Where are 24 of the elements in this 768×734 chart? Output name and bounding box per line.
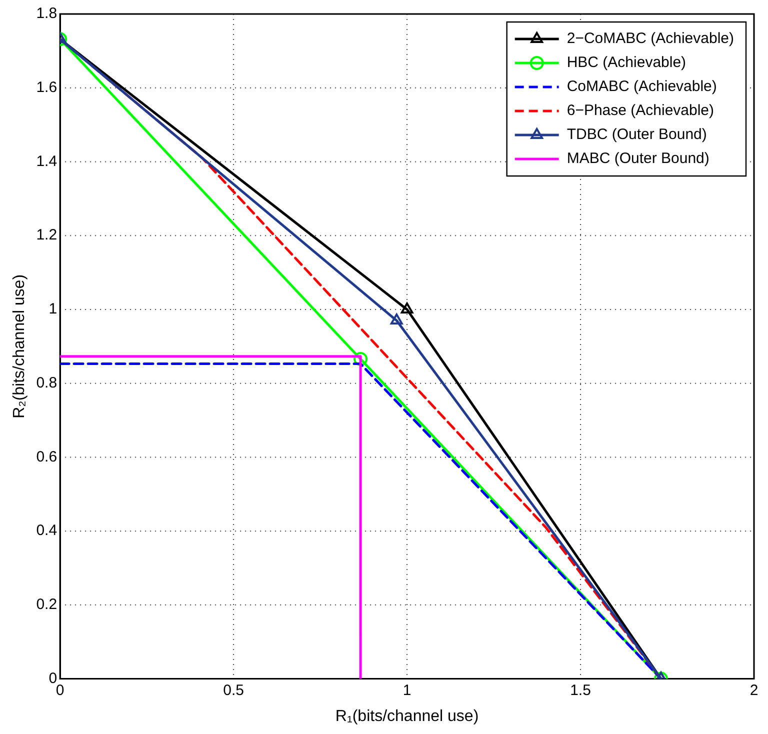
- x-tick-label: 1: [402, 682, 412, 699]
- y-tick-label: 1.8: [36, 5, 58, 22]
- legend-label: 2−CoMABC (Achievable): [566, 30, 734, 48]
- point: [390, 314, 403, 325]
- y-tick-label: 1.2: [36, 226, 58, 244]
- y-tick-label: 0.6: [36, 448, 58, 466]
- legend-label: 6−Phase (Achievable): [566, 102, 714, 120]
- y-axis-title: R₂(bits/channel use): [11, 274, 28, 418]
- y-tick-label: 0: [48, 670, 58, 687]
- y-tick-label: 1.4: [36, 152, 58, 170]
- legend-label: TDBC (Outer Bound): [566, 126, 707, 144]
- legend-label: HBC (Achievable): [566, 54, 686, 72]
- y-tick-label: 1.6: [36, 79, 58, 96]
- legend-label: CoMABC (Achievable): [566, 78, 717, 96]
- legend-label: MABC (Outer Bound): [566, 150, 710, 168]
- y-tick-label: 1: [48, 300, 58, 318]
- x-tick-label: 1.5: [570, 682, 591, 699]
- y-tick-label: 0.4: [36, 522, 58, 540]
- x-tick-label: 0.5: [223, 682, 244, 699]
- x-axis-title: R₁(bits/channel use): [335, 708, 479, 725]
- point: [400, 302, 414, 314]
- y-tick-label: 0.8: [36, 374, 58, 392]
- y-tick-label: 0.2: [36, 596, 58, 614]
- x-tick-label: 2: [750, 682, 758, 699]
